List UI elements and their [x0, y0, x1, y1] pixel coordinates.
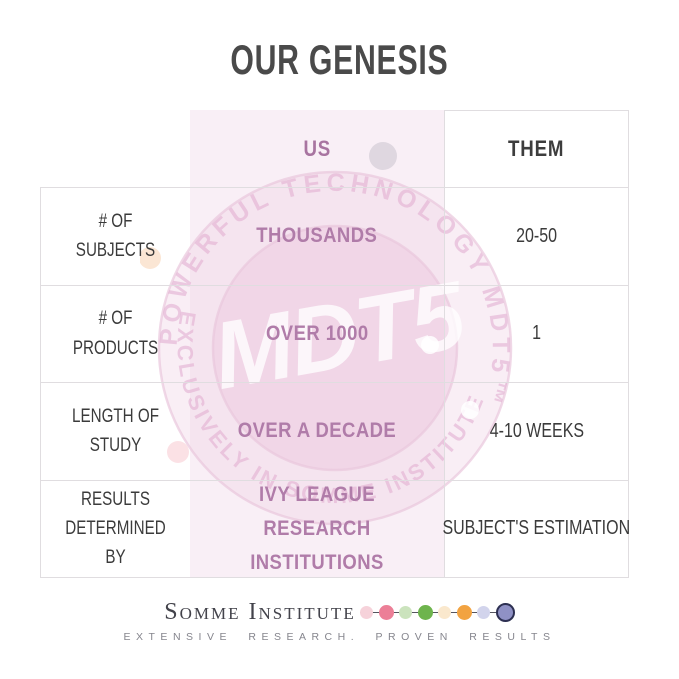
brand-dot-5	[437, 605, 451, 619]
us-column-background	[190, 110, 444, 578]
header-empty-cell	[40, 110, 190, 188]
brand-dot-6	[456, 604, 472, 620]
seal-dot-left	[140, 247, 161, 269]
seal-dot-right	[421, 336, 439, 354]
page-title: OUR GENESIS	[0, 36, 679, 84]
column-header-them: THEM	[444, 110, 629, 188]
us-value-products: OVER 1000	[190, 286, 444, 383]
them-value-subjects: 20-50	[444, 188, 629, 286]
seal-outer-ring	[157, 170, 513, 526]
column-header-us: US	[190, 110, 444, 188]
brand-row: Somme Institute	[0, 600, 679, 624]
row-label-results-determined-by: RESULTS DETERMINED BY	[40, 480, 190, 578]
seal-dot-top	[369, 142, 397, 170]
brand-dots	[359, 602, 515, 622]
us-value-results-determined-by: IVY LEAGUE RESEARCH INSTITUTIONS	[190, 481, 444, 578]
brand-dot-4	[417, 604, 433, 620]
seal-dot-lower-right	[461, 401, 479, 419]
brand-dot-7	[476, 605, 490, 619]
brand-dot-3	[398, 605, 412, 619]
brand-wordmark: Somme Institute	[164, 599, 356, 625]
page-title-text: OUR GENESIS	[230, 36, 449, 83]
brand-dot-2	[378, 604, 394, 620]
mdt5-seal-watermark: POWERFUL TECHNOLOGY MDT5™ EXCLUSIVELY IN…	[140, 140, 540, 526]
brand-dot-8	[495, 602, 515, 622]
row-label-products: # OF PRODUCTS	[40, 285, 190, 383]
row-label-subjects: # OF SUBJECTS	[40, 188, 190, 286]
them-value-results-determined-by: SUBJECT'S ESTIMATION	[443, 480, 630, 578]
brand-tagline: EXTENSIVE RESEARCH. PROVEN RESULTS	[123, 631, 556, 643]
them-value-products: 1	[444, 285, 629, 383]
seal-dot-lower-left	[167, 441, 189, 463]
brand-dot-1	[359, 605, 373, 619]
us-value-subjects: THOUSANDS	[190, 188, 444, 286]
footer: Somme Institute EXTENSIVE RESEARCH. PROV…	[0, 600, 679, 643]
them-value-length-of-study: 4-10 WEEKS	[444, 383, 629, 481]
comparison-table: US THEM # OF SUBJECTS THOUSANDS 20-50 # …	[40, 110, 630, 578]
row-label-length-of-study: LENGTH OF STUDY	[40, 383, 190, 481]
us-value-length-of-study: OVER A DECADE	[190, 383, 444, 481]
brand-dots-rail	[359, 612, 507, 613]
seal-inner-ring	[211, 224, 459, 472]
